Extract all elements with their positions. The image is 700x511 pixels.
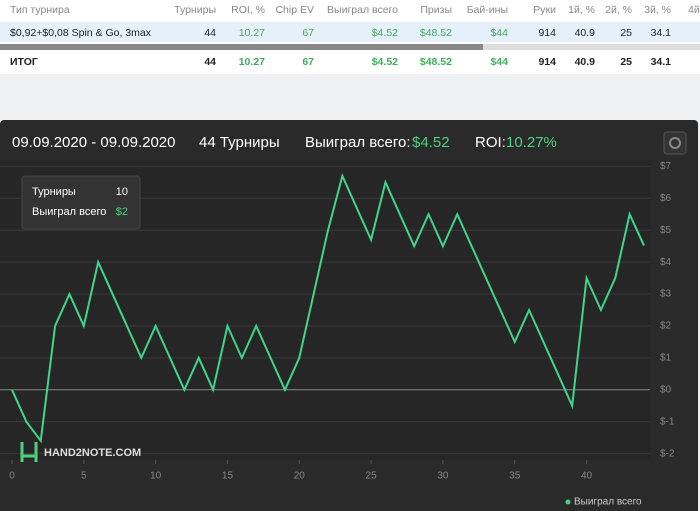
y-tick-label: $3 [660,289,672,300]
tooltip-value: $2 [116,206,128,218]
table-cell: 34.1 [650,27,671,39]
table-cell: 10.27 [238,56,265,68]
chart: 09.09.2020 - 09.09.2020 44 Турниры Выигр… [0,131,687,508]
won-label: Выиграл всего: [305,134,411,151]
y-tick-label: $2 [660,321,672,332]
table-cell: 44 [204,56,216,68]
table-cell: Турниры [174,4,216,16]
table-cell: 2й, % [605,4,632,16]
table-cell: 40.9 [574,56,595,68]
scrollbar-thumb[interactable] [0,44,483,50]
table-cell: Тип турнира [10,4,70,16]
legend-label: Выиграл всего [574,497,642,508]
table-cell: 10.27 [238,27,265,39]
table-cell: 40.9 [574,27,595,39]
y-tick-label: $0 [660,384,672,395]
table-cell: Выиграл всего [327,4,398,16]
table-cell: $4.52 [371,27,398,39]
x-tick-label: 30 [437,471,449,482]
table-cell: ROI, % [231,4,265,16]
table-cell: 3й, % [644,4,671,16]
won-value: $4.52 [412,134,450,151]
tooltip [21,175,141,230]
date-range: 09.09.2020 - 09.09.2020 [12,134,175,151]
table-cell: 25 [620,27,632,39]
watermark: HAND2NOTE.COM [44,447,141,459]
watermark-logo [20,442,38,462]
tooltip-value: 10 [116,186,128,198]
table-cell: 1й, % [568,4,595,16]
tournaments-count: 44 Турниры [199,134,280,151]
table-cell: $0,92+$0,08 Spin & Go, 3max [10,27,151,39]
x-tick-label: 35 [509,471,521,482]
table-cell: $4.52 [371,56,398,68]
x-tick-label: 10 [150,471,162,482]
table-cell: Призы [420,4,452,16]
y-tick-label: $1 [660,353,672,364]
x-tick-label: 15 [222,471,234,482]
y-tick-label: $-1 [660,416,675,427]
table-cell: Бай-ины [466,4,508,16]
table-cell: $48.52 [419,27,452,39]
scrollbar-track[interactable] [483,44,700,50]
tooltip-label: Выиграл всего [32,206,106,218]
series-line [11,172,645,444]
table-cell: 44 [204,27,216,39]
y-tick-label: $5 [660,225,672,236]
table-cell: 67 [302,56,314,68]
table-cell: 4й [688,4,700,16]
table-cell: 914 [538,27,556,39]
row-highlight [0,22,700,42]
table-cell: $48.52 [419,56,452,68]
settings-button[interactable] [663,131,687,155]
table-cell: $44 [490,27,508,39]
roi-label: ROI: [475,134,506,151]
y-tick-label: $7 [660,161,672,172]
x-tick-label: 5 [81,471,87,482]
table-cell: 914 [538,56,556,68]
table-cell: ИТОГ [10,56,38,68]
y-tick-label: $4 [660,257,672,268]
x-tick-label: 20 [294,471,306,482]
table-cell: Руки [533,4,556,16]
y-tick-label: $6 [660,193,672,204]
x-tick-label: 0 [9,471,15,482]
tooltip-label: Турниры [32,186,76,198]
legend-marker [565,499,571,505]
y-tick-label: $-2 [660,448,675,459]
x-tick-label: 25 [366,471,378,482]
table-cell: $44 [490,56,508,68]
roi-value: 10.27% [506,134,557,151]
table-cell: 25 [620,56,632,68]
stats-table: Тип турнира Турниры ROI, % Chip EV Выиграл в… [0,0,700,74]
table-cell: Chip EV [275,4,314,16]
chart-panel: 09.09.2020 - 09.09.2020 44 Турниры Выигр… [0,120,698,511]
x-tick-label: 40 [581,471,593,482]
table-cell: 34.1 [650,56,671,68]
table-cell: 67 [302,27,314,39]
